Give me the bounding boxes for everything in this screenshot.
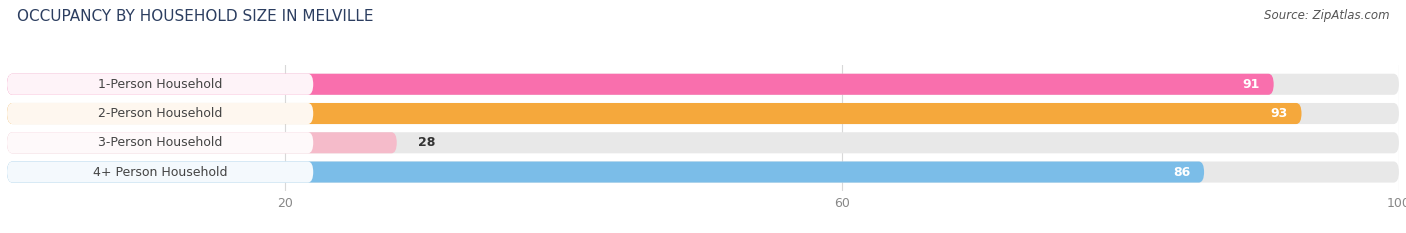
Text: Source: ZipAtlas.com: Source: ZipAtlas.com bbox=[1264, 9, 1389, 22]
FancyBboxPatch shape bbox=[7, 74, 314, 95]
FancyBboxPatch shape bbox=[7, 161, 1399, 183]
FancyBboxPatch shape bbox=[7, 161, 314, 183]
FancyBboxPatch shape bbox=[7, 74, 1399, 95]
Text: 3-Person Household: 3-Person Household bbox=[98, 136, 222, 149]
FancyBboxPatch shape bbox=[7, 132, 396, 153]
FancyBboxPatch shape bbox=[7, 74, 1274, 95]
Text: 93: 93 bbox=[1271, 107, 1288, 120]
FancyBboxPatch shape bbox=[7, 103, 314, 124]
Text: 28: 28 bbox=[418, 136, 434, 149]
Text: 86: 86 bbox=[1173, 165, 1191, 178]
FancyBboxPatch shape bbox=[7, 103, 1302, 124]
FancyBboxPatch shape bbox=[7, 132, 314, 153]
FancyBboxPatch shape bbox=[7, 103, 1399, 124]
Text: 4+ Person Household: 4+ Person Household bbox=[93, 165, 228, 178]
FancyBboxPatch shape bbox=[7, 161, 1204, 183]
Text: 1-Person Household: 1-Person Household bbox=[98, 78, 222, 91]
FancyBboxPatch shape bbox=[7, 132, 1399, 153]
Text: 2-Person Household: 2-Person Household bbox=[98, 107, 222, 120]
Text: 91: 91 bbox=[1243, 78, 1260, 91]
Text: OCCUPANCY BY HOUSEHOLD SIZE IN MELVILLE: OCCUPANCY BY HOUSEHOLD SIZE IN MELVILLE bbox=[17, 9, 374, 24]
